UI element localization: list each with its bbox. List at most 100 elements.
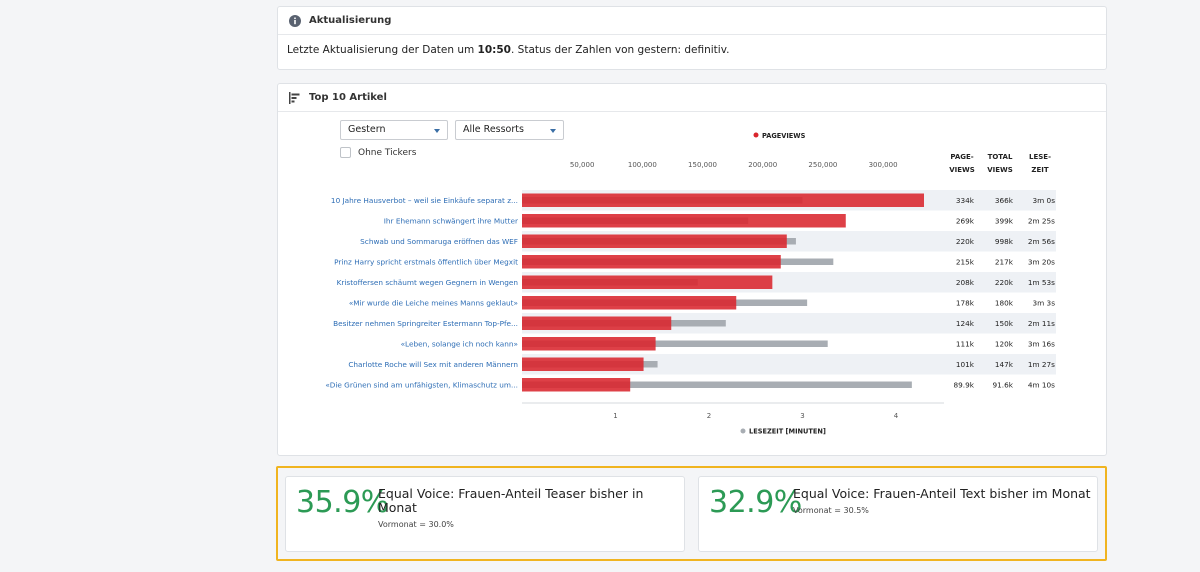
pageviews-bar xyxy=(522,316,672,330)
pageviews-bar xyxy=(522,357,644,371)
chevron-down-icon xyxy=(434,129,440,133)
column-header: TOTAL xyxy=(988,153,1013,161)
article-link[interactable]: 10 Jahre Hausverbot – weil sie Einkäufe … xyxy=(331,196,518,205)
legend-pageviews-dot xyxy=(753,132,759,138)
kpi-title: Equal Voice: Frauen-Anteil Teaser bisher… xyxy=(378,486,644,515)
x-top-tick-label: 300,000 xyxy=(869,161,898,169)
x-top-tick-label: 50,000 xyxy=(570,161,595,169)
article-link[interactable]: «Leben, solange ich noch kann» xyxy=(401,340,518,349)
table-cell: 208k xyxy=(956,278,975,287)
article-link[interactable]: Charlotte Roche will Sex mit anderen Män… xyxy=(348,360,518,369)
table-cell: 215k xyxy=(956,258,975,267)
table-cell: 3m 20s xyxy=(1028,258,1055,267)
table-cell: 4m 10s xyxy=(1028,381,1055,390)
table-cell: 2m 25s xyxy=(1028,217,1055,226)
pageviews-bar xyxy=(522,214,846,228)
article-link[interactable]: Kristoffersen schäumt wegen Gegnern in W… xyxy=(337,278,518,287)
update-info-card: Aktualisierung Letzte Aktualisierung der… xyxy=(277,6,1107,70)
pageviews-bar xyxy=(522,193,924,207)
column-header: LESE- xyxy=(1029,153,1051,161)
bar-list-icon xyxy=(288,91,302,105)
kpi-value: 32.9% xyxy=(709,485,802,520)
table-cell: 111k xyxy=(956,340,975,349)
table-cell: 147k xyxy=(995,360,1014,369)
pageviews-bar xyxy=(522,296,737,310)
table-cell: 101k xyxy=(956,360,975,369)
row-stripe xyxy=(522,354,1056,375)
kpi-card-text: 32.9% Equal Voice: Frauen-Anteil Text bi… xyxy=(698,476,1098,552)
table-cell: 91.6k xyxy=(993,381,1014,390)
article-link[interactable]: Besitzer nehmen Springreiter Estermann T… xyxy=(333,319,518,328)
x-top-tick-label: 100,000 xyxy=(628,161,657,169)
x-top-tick-label: 150,000 xyxy=(688,161,717,169)
table-cell: 3m 16s xyxy=(1028,340,1055,349)
table-cell: 2m 56s xyxy=(1028,237,1055,246)
checkbox-box[interactable] xyxy=(340,147,351,158)
table-cell: 124k xyxy=(956,319,975,328)
table-cell: 89.9k xyxy=(954,381,975,390)
column-header: VIEWS xyxy=(987,166,1013,174)
pageviews-bar xyxy=(522,378,631,392)
period-select[interactable]: Gestern xyxy=(340,120,448,140)
table-cell: 220k xyxy=(995,278,1014,287)
kpi-highlight-frame xyxy=(276,466,1107,561)
table-cell: 120k xyxy=(995,340,1014,349)
kpi-value: 35.9% xyxy=(296,485,389,520)
kpi-card-teaser: 35.9% Equal Voice: Frauen-Anteil Teaser … xyxy=(285,476,685,552)
top10-articles-card: Top 10 Artikel Gestern Alle Ressorts Ohn… xyxy=(277,83,1107,456)
lesezeit-bar xyxy=(522,381,912,388)
table-cell: 3m 3s xyxy=(1032,299,1055,308)
x-top-tick-label: 200,000 xyxy=(748,161,777,169)
x-bottom-tick-label: 2 xyxy=(707,412,711,420)
article-link[interactable]: «Mir wurde die Leiche meines Manns gekla… xyxy=(349,299,518,308)
pageviews-bar xyxy=(522,275,773,289)
lesezeit-bar xyxy=(522,340,828,347)
article-link[interactable]: Schwab und Sommaruga eröffnen das WEF xyxy=(360,237,518,246)
section-select[interactable]: Alle Ressorts xyxy=(455,120,564,140)
table-cell: 1m 27s xyxy=(1028,360,1055,369)
pageviews-bar xyxy=(522,234,787,248)
x-bottom-tick-label: 3 xyxy=(800,412,804,420)
column-header: VIEWS xyxy=(949,166,975,174)
info-icon xyxy=(288,14,302,28)
pageviews-bar xyxy=(522,255,781,269)
article-link[interactable]: Ihr Ehemann schwängert ihre Mutter xyxy=(384,217,518,226)
table-cell: 178k xyxy=(956,299,975,308)
table-cell: 399k xyxy=(995,217,1014,226)
update-info-text: Letzte Aktualisierung der Daten um 10:50… xyxy=(287,44,730,56)
article-link[interactable]: «Die Grünen sind am unfähigsten, Klimasc… xyxy=(325,381,518,390)
without-tickers-checkbox[interactable]: Ohne Tickers xyxy=(340,147,416,158)
x-bottom-tick-label: 1 xyxy=(613,412,617,420)
legend-lesezeit-label: LESEZEIT [MINUTEN] xyxy=(749,428,826,436)
kpi-previous-month: Vormonat = 30.5% xyxy=(793,506,869,515)
table-cell: 217k xyxy=(995,258,1014,267)
update-info-header: Aktualisierung xyxy=(278,7,1106,35)
article-link[interactable]: Prinz Harry spricht erstmals öffentlich … xyxy=(334,258,518,267)
update-info-title: Aktualisierung xyxy=(309,15,392,26)
table-cell: 269k xyxy=(956,217,975,226)
kpi-previous-month: Vormonat = 30.0% xyxy=(378,520,454,529)
table-cell: 180k xyxy=(995,299,1014,308)
legend-pageviews-label: PAGEVIEWS xyxy=(762,132,806,140)
legend-lesezeit-dot xyxy=(740,428,746,434)
table-cell: 998k xyxy=(995,237,1014,246)
top10-title: Top 10 Artikel xyxy=(309,92,387,103)
without-tickers-label: Ohne Tickers xyxy=(358,147,417,158)
column-header: PAGE- xyxy=(950,153,973,161)
table-cell: 334k xyxy=(956,196,975,205)
table-cell: 366k xyxy=(995,196,1014,205)
kpi-title: Equal Voice: Frauen-Anteil Text bisher i… xyxy=(793,486,1091,501)
x-bottom-tick-label: 4 xyxy=(894,412,899,420)
column-header: ZEIT xyxy=(1031,166,1048,174)
chevron-down-icon xyxy=(550,129,556,133)
top10-header: Top 10 Artikel xyxy=(278,84,1106,112)
table-cell: 3m 0s xyxy=(1032,196,1055,205)
x-top-tick-label: 250,000 xyxy=(808,161,837,169)
update-time: 10:50 xyxy=(477,44,511,56)
table-cell: 2m 11s xyxy=(1028,319,1055,328)
top10-chart: PAGEVIEWS 50,000 100,000 150,000 200,000 250,… xyxy=(325,132,1056,436)
pageviews-bar xyxy=(522,337,656,351)
table-cell: 1m 53s xyxy=(1028,278,1055,287)
table-cell: 150k xyxy=(995,319,1014,328)
table-cell: 220k xyxy=(956,237,975,246)
